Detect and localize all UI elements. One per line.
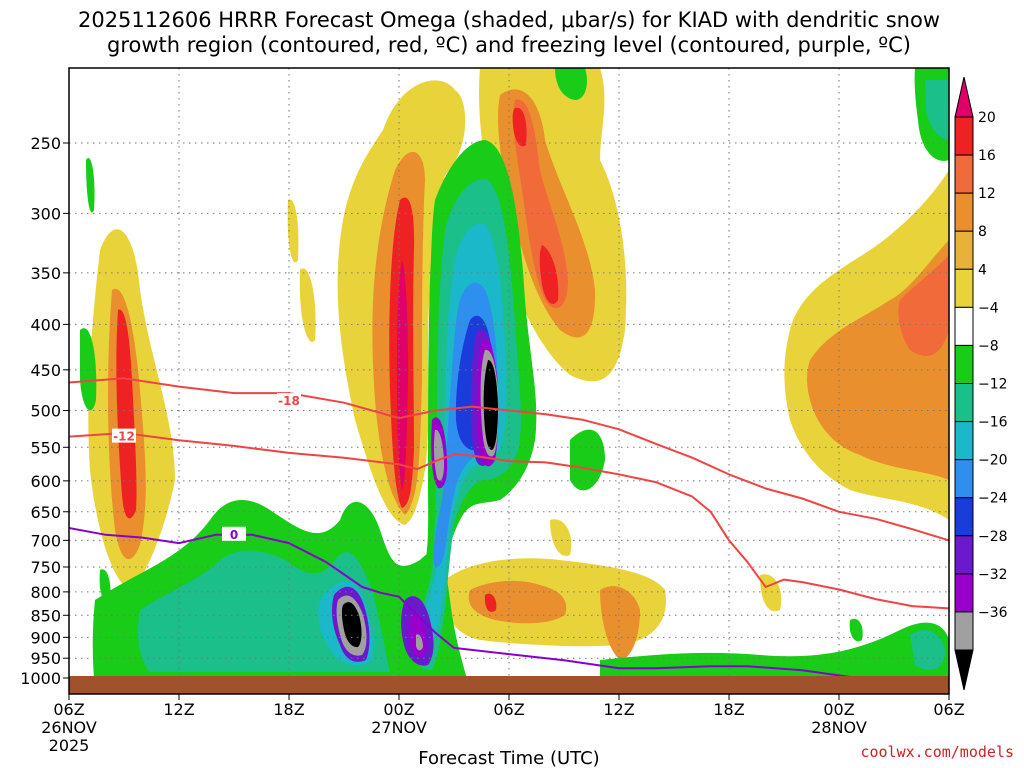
colorbar-tick-label: 12: [978, 186, 996, 202]
x-tick-label: 06Z: [53, 700, 84, 719]
y-tick-label: 550: [30, 438, 61, 457]
contour-dgz: [69, 377, 949, 542]
y-tick-label: 400: [30, 315, 61, 334]
x-tick-label: 06Z: [493, 700, 524, 719]
x-axis-label: Forecast Time (UTC): [418, 748, 599, 768]
contour-label-bg: [112, 428, 136, 443]
colorbar-swatch: [954, 535, 974, 575]
chart-title-line2: growth region (contoured, red, ºC) and f…: [107, 33, 911, 57]
colorbar-top-arrow: [954, 76, 974, 118]
colorbar-tick-label: −36: [978, 605, 1008, 621]
x-tick-date: 28NOV: [811, 718, 867, 737]
y-tick-label: 750: [30, 558, 61, 577]
x-tick-label: 18Z: [713, 700, 744, 719]
x-tick-date: 27NOV: [371, 718, 427, 737]
contour-label: -12: [113, 430, 135, 444]
x-tick-label: 18Z: [273, 700, 304, 719]
contour-label: 0: [230, 528, 238, 542]
y-tick-label: 800: [30, 583, 61, 602]
colorbar-swatch: [954, 268, 974, 308]
colorbar-swatch: [954, 116, 974, 156]
colorbar-swatch: [954, 192, 974, 232]
colorbar-swatch: [954, 306, 974, 346]
x-tick-label: 12Z: [603, 700, 634, 719]
y-tick-label: 700: [30, 531, 61, 550]
y-tick-label: 650: [30, 503, 61, 522]
colorbar: 20 16 12 8 4 −4 −8 −12 −16 −20 −24 −28 −32 −36: [954, 76, 1008, 691]
colorbar-tick-label: −32: [978, 567, 1008, 583]
y-tick-label: 600: [30, 472, 61, 491]
colorbar-swatch: [954, 497, 974, 537]
x-tick-year: 2025: [49, 736, 90, 755]
plot-area: -18 -12 0: [69, 68, 949, 694]
colorbar-swatch: [954, 573, 974, 613]
colorbar-swatch: [954, 421, 974, 461]
x-tick-label: 12Z: [163, 700, 194, 719]
colorbar-tick-label: −20: [978, 453, 1008, 469]
contour-label: -18: [278, 394, 300, 408]
colorbar-swatch: [954, 459, 974, 499]
x-tick-label: 06Z: [933, 700, 964, 719]
colorbar-tick-label: −4: [978, 300, 999, 316]
colorbar-tick-label: 20: [978, 110, 996, 126]
y-tick-label: 450: [30, 361, 61, 380]
y-tick-label: 300: [30, 204, 61, 223]
contour-label-bg: [277, 393, 301, 408]
colorbar-tick-label: −24: [978, 491, 1008, 507]
colorbar-tick-label: −12: [978, 377, 1008, 393]
colorbar-tick-label: −16: [978, 415, 1008, 431]
omega-shaded-field: [80, 68, 949, 690]
x-tick-date: 26NOV: [41, 718, 97, 737]
colorbar-tick-label: 16: [978, 148, 996, 164]
ground-strip: [69, 676, 949, 694]
contour-dgz: [69, 432, 949, 610]
y-axis: 250 300 350 400 450 500 550 600 650 700 750 800 850 9…: [20, 134, 69, 688]
contour-label-bg: [222, 526, 246, 541]
y-tick-label: 900: [30, 628, 61, 647]
chart-title-line1: 2025112606 HRRR Forecast Omega (shaded, …: [78, 8, 940, 32]
contour-lines: -18 -12 0: [69, 377, 949, 679]
colorbar-swatch: [954, 611, 974, 651]
contour-freezing: [69, 527, 858, 679]
x-tick-label: 00Z: [383, 700, 414, 719]
colorbar-swatch: [954, 230, 974, 270]
colorbar-tick-label: −8: [978, 338, 999, 354]
colorbar-swatch: [954, 383, 974, 423]
colorbar-tick-label: 4: [978, 262, 987, 278]
colorbar-swatch: [954, 154, 974, 194]
y-tick-label: 1000: [20, 669, 61, 688]
credit-text: coolwx.com/models: [860, 743, 1014, 761]
colorbar-tick-label: 8: [978, 224, 987, 240]
colorbar-tick-label: −28: [978, 529, 1008, 545]
colorbar-bottom-arrow: [954, 649, 974, 691]
y-tick-label: 950: [30, 649, 61, 668]
y-tick-label: 850: [30, 606, 61, 625]
y-tick-label: 350: [30, 264, 61, 283]
colorbar-swatch: [954, 344, 974, 384]
x-tick-label: 00Z: [823, 700, 854, 719]
y-tick-label: 500: [30, 402, 61, 421]
y-tick-label: 250: [30, 134, 61, 153]
